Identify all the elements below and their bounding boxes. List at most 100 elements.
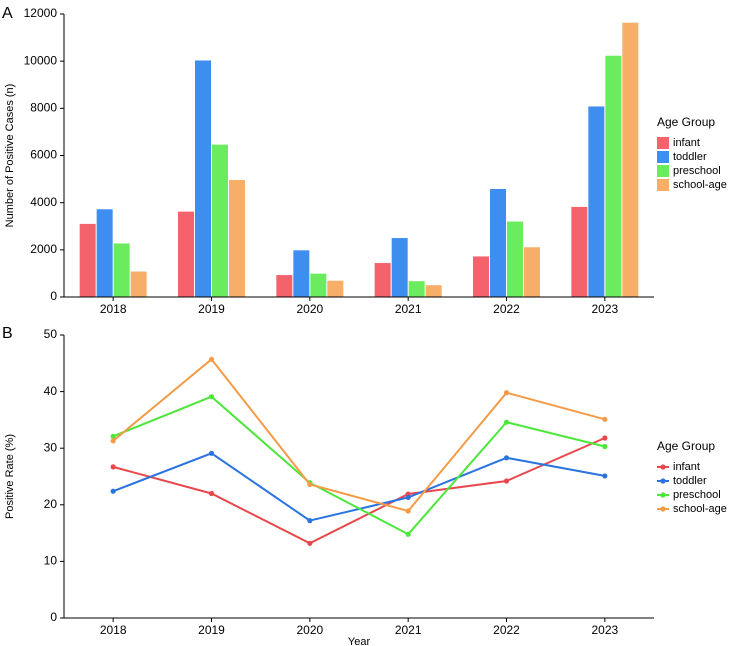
panel-label: A [2,5,13,22]
y-tick-label: 2000 [30,242,57,256]
x-tick-label-2019: 2019 [198,623,225,637]
legend-label-school-age: school-age [673,179,727,191]
bar-preschool-2023 [605,55,622,298]
bar-infant-2020 [276,275,293,297]
bar-school-age-2020 [327,280,344,297]
point-preschool-2019 [208,394,215,400]
legend-marker-preschool [660,492,666,498]
y-tick-label: 50 [44,327,58,341]
x-tick-label-2023: 2023 [591,623,618,637]
bar-infant-2019 [178,211,194,297]
panel-label: B [2,325,13,342]
legend-label-infant: infant [673,461,700,473]
bar-school-age-2021 [425,285,442,297]
point-toddler-2019 [208,450,215,456]
y-tick-label: 40 [44,384,58,398]
x-tick-label-2020: 2020 [296,302,323,316]
bar-preschool-2021 [408,281,425,297]
legend-title: Age Group [657,115,715,129]
legend-swatch-toddler [657,151,669,163]
point-toddler-2020 [307,518,313,524]
y-axis-title: Positive Rate (%) [4,434,16,519]
bar-toddler-2018 [96,209,113,297]
bar-preschool-2020 [310,273,327,297]
y-tick-label: 12000 [24,6,58,20]
point-infant-2022 [503,478,510,484]
bar-school-age-2018 [130,271,147,297]
point-school-age-2020 [307,481,313,488]
x-tick-label-2020: 2020 [296,623,323,637]
bar-school-age-2019 [229,180,245,297]
point-infant-2019 [208,490,215,497]
point-toddler-2022 [503,455,510,461]
point-toddler-2021 [405,494,411,501]
panel-b: B 0 10 20 30 40 50 Positive Rate (%) 2018 2019 202… [2,325,727,646]
point-preschool-2023 [602,443,608,450]
legend: Age Group infant toddler preschool school-ag… [657,439,727,515]
y-tick-label: 10000 [24,53,58,67]
legend-swatch-infant [657,137,669,149]
x-tick-label-2021: 2021 [395,302,422,316]
line-preschool [112,395,606,536]
line-infant [112,437,606,545]
point-school-age-2021 [405,508,411,514]
y-tick-label: 8000 [30,101,57,115]
legend-title: Age Group [657,439,715,453]
legend-label-toddler: toddler [673,475,707,487]
point-preschool-2018 [110,433,116,439]
legend-swatch-preschool [657,165,669,177]
y-tick-label: 0 [50,610,57,624]
point-infant-2023 [602,435,608,441]
bar-preschool-2019 [212,144,228,297]
y-tick-label: 4000 [30,195,57,209]
bar-infant-2018 [79,223,96,297]
bar-toddler-2023 [588,106,605,298]
x-tick-label-2021: 2021 [395,623,422,637]
bar-infant-2022 [473,256,489,297]
x-tick-label-2023: 2023 [591,302,618,316]
point-school-age-2022 [503,390,510,396]
panel-a: A 0 2000 4000 6000 8000 10000 12000 Number of Po… [2,5,727,316]
bar-toddler-2021 [391,238,408,297]
legend-marker-toddler [660,478,666,484]
bar-infant-2021 [374,263,391,297]
point-infant-2018 [110,464,116,470]
y-tick-label: 6000 [30,148,57,162]
bar-preschool-2022 [507,221,523,297]
point-preschool-2022 [503,419,510,425]
x-tick-label-2022: 2022 [493,623,520,637]
legend-marker-school-age [660,506,666,512]
y-axis-title: Number of Positive Cases (n) [4,84,16,228]
point-school-age-2023 [602,416,608,422]
bar-toddler-2022 [490,188,506,297]
x-tick-label-2018: 2018 [100,302,127,316]
bar-school-age-2023 [622,22,639,298]
x-tick-label-2019: 2019 [198,302,225,316]
legend-marker-infant [660,464,666,470]
point-toddler-2018 [110,488,116,494]
point-toddler-2023 [602,473,608,479]
legend-label-infant: infant [673,137,700,149]
bar-school-age-2022 [524,247,540,297]
x-tick-label-2022: 2022 [493,302,520,316]
y-tick-label: 30 [44,440,58,454]
line-school-age [112,357,606,513]
y-tick-label: 20 [44,497,58,511]
legend-label-preschool: preschool [673,165,721,177]
bar-infant-2023 [571,206,588,297]
legend-label-school-age: school-age [673,503,727,515]
legend-label-preschool: preschool [673,489,721,501]
point-infant-2020 [307,540,313,546]
x-axis-title: Year [348,636,371,646]
legend-label-toddler: toddler [673,151,707,163]
bar-toddler-2019 [195,60,211,297]
point-preschool-2021 [405,531,411,537]
bar-toddler-2020 [293,250,310,297]
y-tick-label: 10 [44,554,58,568]
bar-preschool-2018 [113,243,130,297]
legend: Age Group infant toddler preschool school-ag… [657,115,727,191]
point-school-age-2019 [208,356,215,362]
legend-swatch-school-age [657,179,669,191]
x-tick-label-2018: 2018 [100,623,127,637]
